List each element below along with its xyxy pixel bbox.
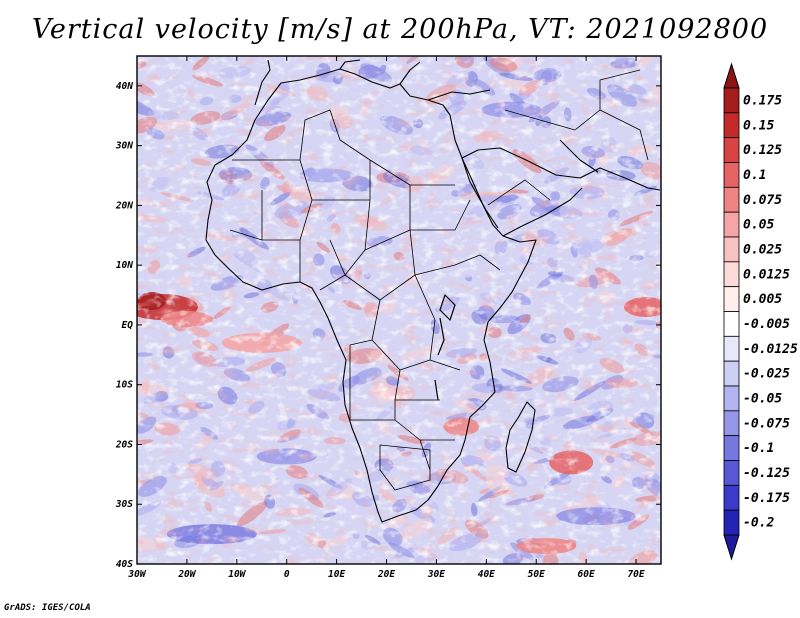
colorbar-label: 0.125: [743, 143, 782, 158]
lon-tick-label: 0: [284, 569, 290, 580]
red-sea: [461, 157, 499, 229]
colorbar: 0.175 0.15 0.125 0.1 0.075 0.05 0.025 0.0125 0.0…: [723, 62, 798, 561]
lat-tick-label: 40N: [116, 81, 133, 92]
colorbar-label: -0.175: [743, 491, 790, 506]
europe-coast: [254, 59, 491, 106]
coastlines-borders: [205, 59, 661, 523]
colorbar-label: 0.075: [743, 193, 782, 208]
colorbar-swatch: [723, 261, 740, 288]
page-title: Vertical velocity [m/s] at 200hPa, VT: 2…: [31, 14, 769, 45]
colorbar-label: -0.0125: [743, 342, 798, 357]
colorbar-label: -0.005: [743, 317, 790, 332]
lat-tick-label: 10N: [116, 260, 133, 271]
colorbar-swatch: [723, 311, 740, 337]
colorbar-top-arrow: [723, 62, 740, 89]
lon-tick-label: 10E: [328, 569, 345, 580]
arabia-coast: [461, 147, 661, 237]
madagascar: [505, 401, 536, 473]
lat-tick-label: EQ: [122, 320, 134, 331]
lon-tick-label: 20E: [377, 569, 395, 580]
colorbar-swatch: [723, 335, 740, 362]
colorbar-swatch: [723, 435, 740, 461]
colorbar-label: 0.175: [743, 93, 782, 108]
colorbar-bottom-arrow: [723, 534, 740, 561]
colorbar-label: 0.005: [743, 292, 782, 307]
colorbar-label: -0.1: [743, 441, 774, 456]
persian-gulf: [559, 139, 599, 173]
lat-tick-label: 20N: [115, 200, 133, 211]
colorbar-swatch: [723, 360, 740, 387]
texture-white: [137, 56, 661, 564]
colorbar-swatch: [723, 410, 740, 437]
lat-tick-label: 30S: [115, 499, 133, 510]
lon-tick-label: 30W: [127, 569, 146, 580]
borders: [229, 69, 649, 491]
lon-tick-label: 50E: [528, 569, 545, 580]
colorbar-swatch: [723, 509, 740, 536]
lon-tick-label: 40E: [478, 569, 495, 580]
colorbar-swatch: [723, 112, 740, 139]
lon-tick-label: 20W: [177, 569, 196, 580]
lat-tick-label: 10S: [116, 380, 133, 391]
colorbar-swatch: [723, 286, 740, 312]
colorbar-label: 0.1: [743, 168, 766, 183]
field-layer: [137, 56, 661, 564]
colorbar-swatch: [723, 162, 740, 188]
colorbar-swatch: [723, 186, 740, 213]
lat-tick-label: 40S: [116, 559, 133, 570]
colorbar-label: 0.05: [743, 218, 774, 233]
colorbar-label: -0.075: [743, 416, 790, 431]
colorbar-label: -0.125: [743, 466, 790, 481]
lon-tick-label: 30E: [427, 569, 445, 580]
colorbar-swatch: [723, 211, 740, 238]
colorbar-label: 0.025: [743, 242, 782, 257]
colorbar-swatch: [723, 87, 740, 114]
colorbar-label: 0.15: [743, 118, 774, 133]
lon-tick-label: 60E: [578, 569, 595, 580]
lat-tick-label: 30N: [115, 141, 133, 152]
colorbar-swatch: [723, 484, 740, 511]
lat-tick-label: 20S: [115, 439, 133, 450]
colorbar-label: -0.05: [743, 391, 782, 406]
lon-tick-label: 70E: [627, 569, 644, 580]
colorbar-swatch: [723, 236, 740, 263]
colorbar-label: -0.025: [743, 367, 790, 382]
footer-credit: GrADS: IGES/COLA: [4, 603, 91, 613]
colorbar-swatch: [723, 385, 740, 412]
lon-tick-label: 10W: [228, 569, 246, 580]
africa-coastline: [205, 68, 537, 523]
colorbar-swatch: [723, 460, 740, 486]
colorbar-swatch: [723, 137, 740, 163]
colorbar-label: 0.0125: [743, 267, 790, 282]
lakes: [434, 294, 456, 401]
colorbar-label: -0.2: [743, 516, 774, 531]
map-frame: [136, 55, 662, 565]
